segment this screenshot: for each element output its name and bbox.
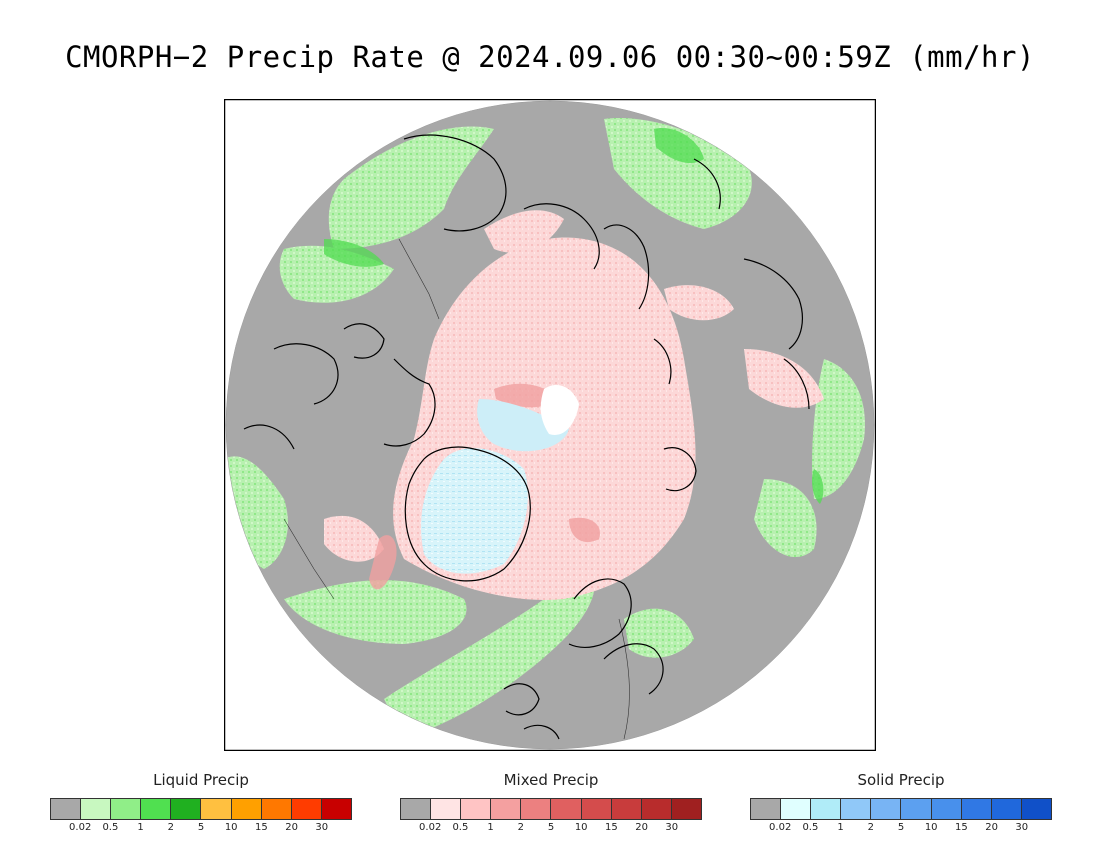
legend-swatch bbox=[491, 799, 522, 819]
legend-tick-label: 15 bbox=[255, 822, 268, 833]
legend-swatch bbox=[961, 799, 992, 819]
legend-tick-label: 15 bbox=[605, 822, 618, 833]
legend-tick-labels: 0.02 0.5 1 2 5 10 15 20 30 bbox=[400, 822, 702, 836]
legend-tick-label: 2 bbox=[517, 822, 524, 833]
map-title: CMORPH−2 Precip Rate @ 2024.09.06 00:30~… bbox=[65, 40, 1035, 74]
legend-swatch bbox=[1021, 799, 1051, 819]
legend-swatch bbox=[871, 799, 902, 819]
legend-tick-label: 30 bbox=[665, 822, 679, 833]
legend-tick-label: 20 bbox=[285, 822, 298, 833]
precip-field bbox=[226, 101, 874, 749]
legend-swatch bbox=[641, 799, 672, 819]
solid-precip-regions bbox=[420, 384, 579, 574]
map-disc-outline bbox=[225, 100, 875, 750]
legend-tick-label: 0.5 bbox=[102, 822, 119, 833]
boundaries bbox=[283, 238, 630, 740]
legend-swatch bbox=[611, 799, 642, 819]
legend-swatch bbox=[931, 799, 962, 819]
legend-tick-label: 0.5 bbox=[452, 822, 469, 833]
legend-swatch bbox=[171, 799, 202, 819]
legend-tick-label: 30 bbox=[1015, 822, 1029, 833]
legend-swatch bbox=[231, 799, 262, 819]
legend-tick-label: 2 bbox=[867, 822, 874, 833]
legend-swatch bbox=[461, 799, 492, 819]
legend-tick-label: 10 bbox=[924, 822, 938, 833]
legend-swatch bbox=[841, 799, 872, 819]
legend-tick-label: 0.5 bbox=[802, 822, 819, 833]
legend-liquid-precip: Liquid Precip 0.02 0.5 1 2 5 10 15 20 30 bbox=[50, 770, 352, 836]
legend-swatch bbox=[321, 799, 351, 819]
legend-swatch bbox=[401, 799, 432, 819]
legend-swatch bbox=[141, 799, 172, 819]
legend-swatch bbox=[291, 799, 322, 819]
legend-tick-labels: 0.02 0.5 1 2 5 10 15 20 30 bbox=[50, 822, 352, 836]
legend-tick-labels: 0.02 0.5 1 2 5 10 15 20 30 bbox=[750, 822, 1052, 836]
legend-swatch bbox=[581, 799, 612, 819]
legend-swatch bbox=[901, 799, 932, 819]
legend-swatch bbox=[671, 799, 701, 819]
legend-tick-label: 20 bbox=[985, 822, 998, 833]
legend-tick-label: 5 bbox=[547, 822, 555, 833]
legend-tick-label: 5 bbox=[197, 822, 205, 833]
legend-swatch bbox=[111, 799, 142, 819]
legend-tick-label: 30 bbox=[315, 822, 329, 833]
legend-tick-label: 0.02 bbox=[69, 822, 92, 833]
legend-title: Solid Precip bbox=[857, 771, 945, 789]
legend-swatch bbox=[521, 799, 552, 819]
legend-title: Mixed Precip bbox=[503, 771, 599, 789]
mixed-precip-heavier bbox=[369, 383, 600, 590]
coastlines bbox=[243, 134, 810, 740]
legend-swatch bbox=[261, 799, 292, 819]
legend-tick-label: 15 bbox=[955, 822, 968, 833]
legend-color-bar bbox=[750, 798, 1052, 820]
legend-swatch bbox=[991, 799, 1022, 819]
legend-swatch bbox=[751, 799, 782, 819]
legend-tick-label: 2 bbox=[167, 822, 174, 833]
legend-tick-label: 0.02 bbox=[769, 822, 792, 833]
legend-tick-label: 5 bbox=[897, 822, 905, 833]
legend-color-bar bbox=[50, 798, 352, 820]
legend-tick-label: 20 bbox=[635, 822, 648, 833]
legend-solid-precip: Solid Precip 0.02 0.5 1 2 5 10 15 20 30 bbox=[750, 770, 1052, 836]
legend-swatch bbox=[51, 799, 82, 819]
polar-precip-map bbox=[224, 99, 876, 751]
legend-tick-label: 1 bbox=[837, 822, 844, 833]
legend-swatch bbox=[781, 799, 812, 819]
legend-tick-label: 10 bbox=[224, 822, 238, 833]
legend-title: Liquid Precip bbox=[153, 771, 249, 789]
legend-swatch bbox=[811, 799, 842, 819]
legend-swatch bbox=[551, 799, 582, 819]
legend-tick-label: 1 bbox=[487, 822, 494, 833]
legend-swatch bbox=[201, 799, 232, 819]
legend-color-bar bbox=[400, 798, 702, 820]
legend-tick-label: 1 bbox=[137, 822, 144, 833]
legend-swatch bbox=[81, 799, 112, 819]
legend-mixed-precip: Mixed Precip 0.02 0.5 1 2 5 10 15 20 30 bbox=[400, 770, 702, 836]
legend-tick-label: 10 bbox=[574, 822, 588, 833]
legend-tick-label: 0.02 bbox=[419, 822, 442, 833]
legend-swatch bbox=[431, 799, 462, 819]
